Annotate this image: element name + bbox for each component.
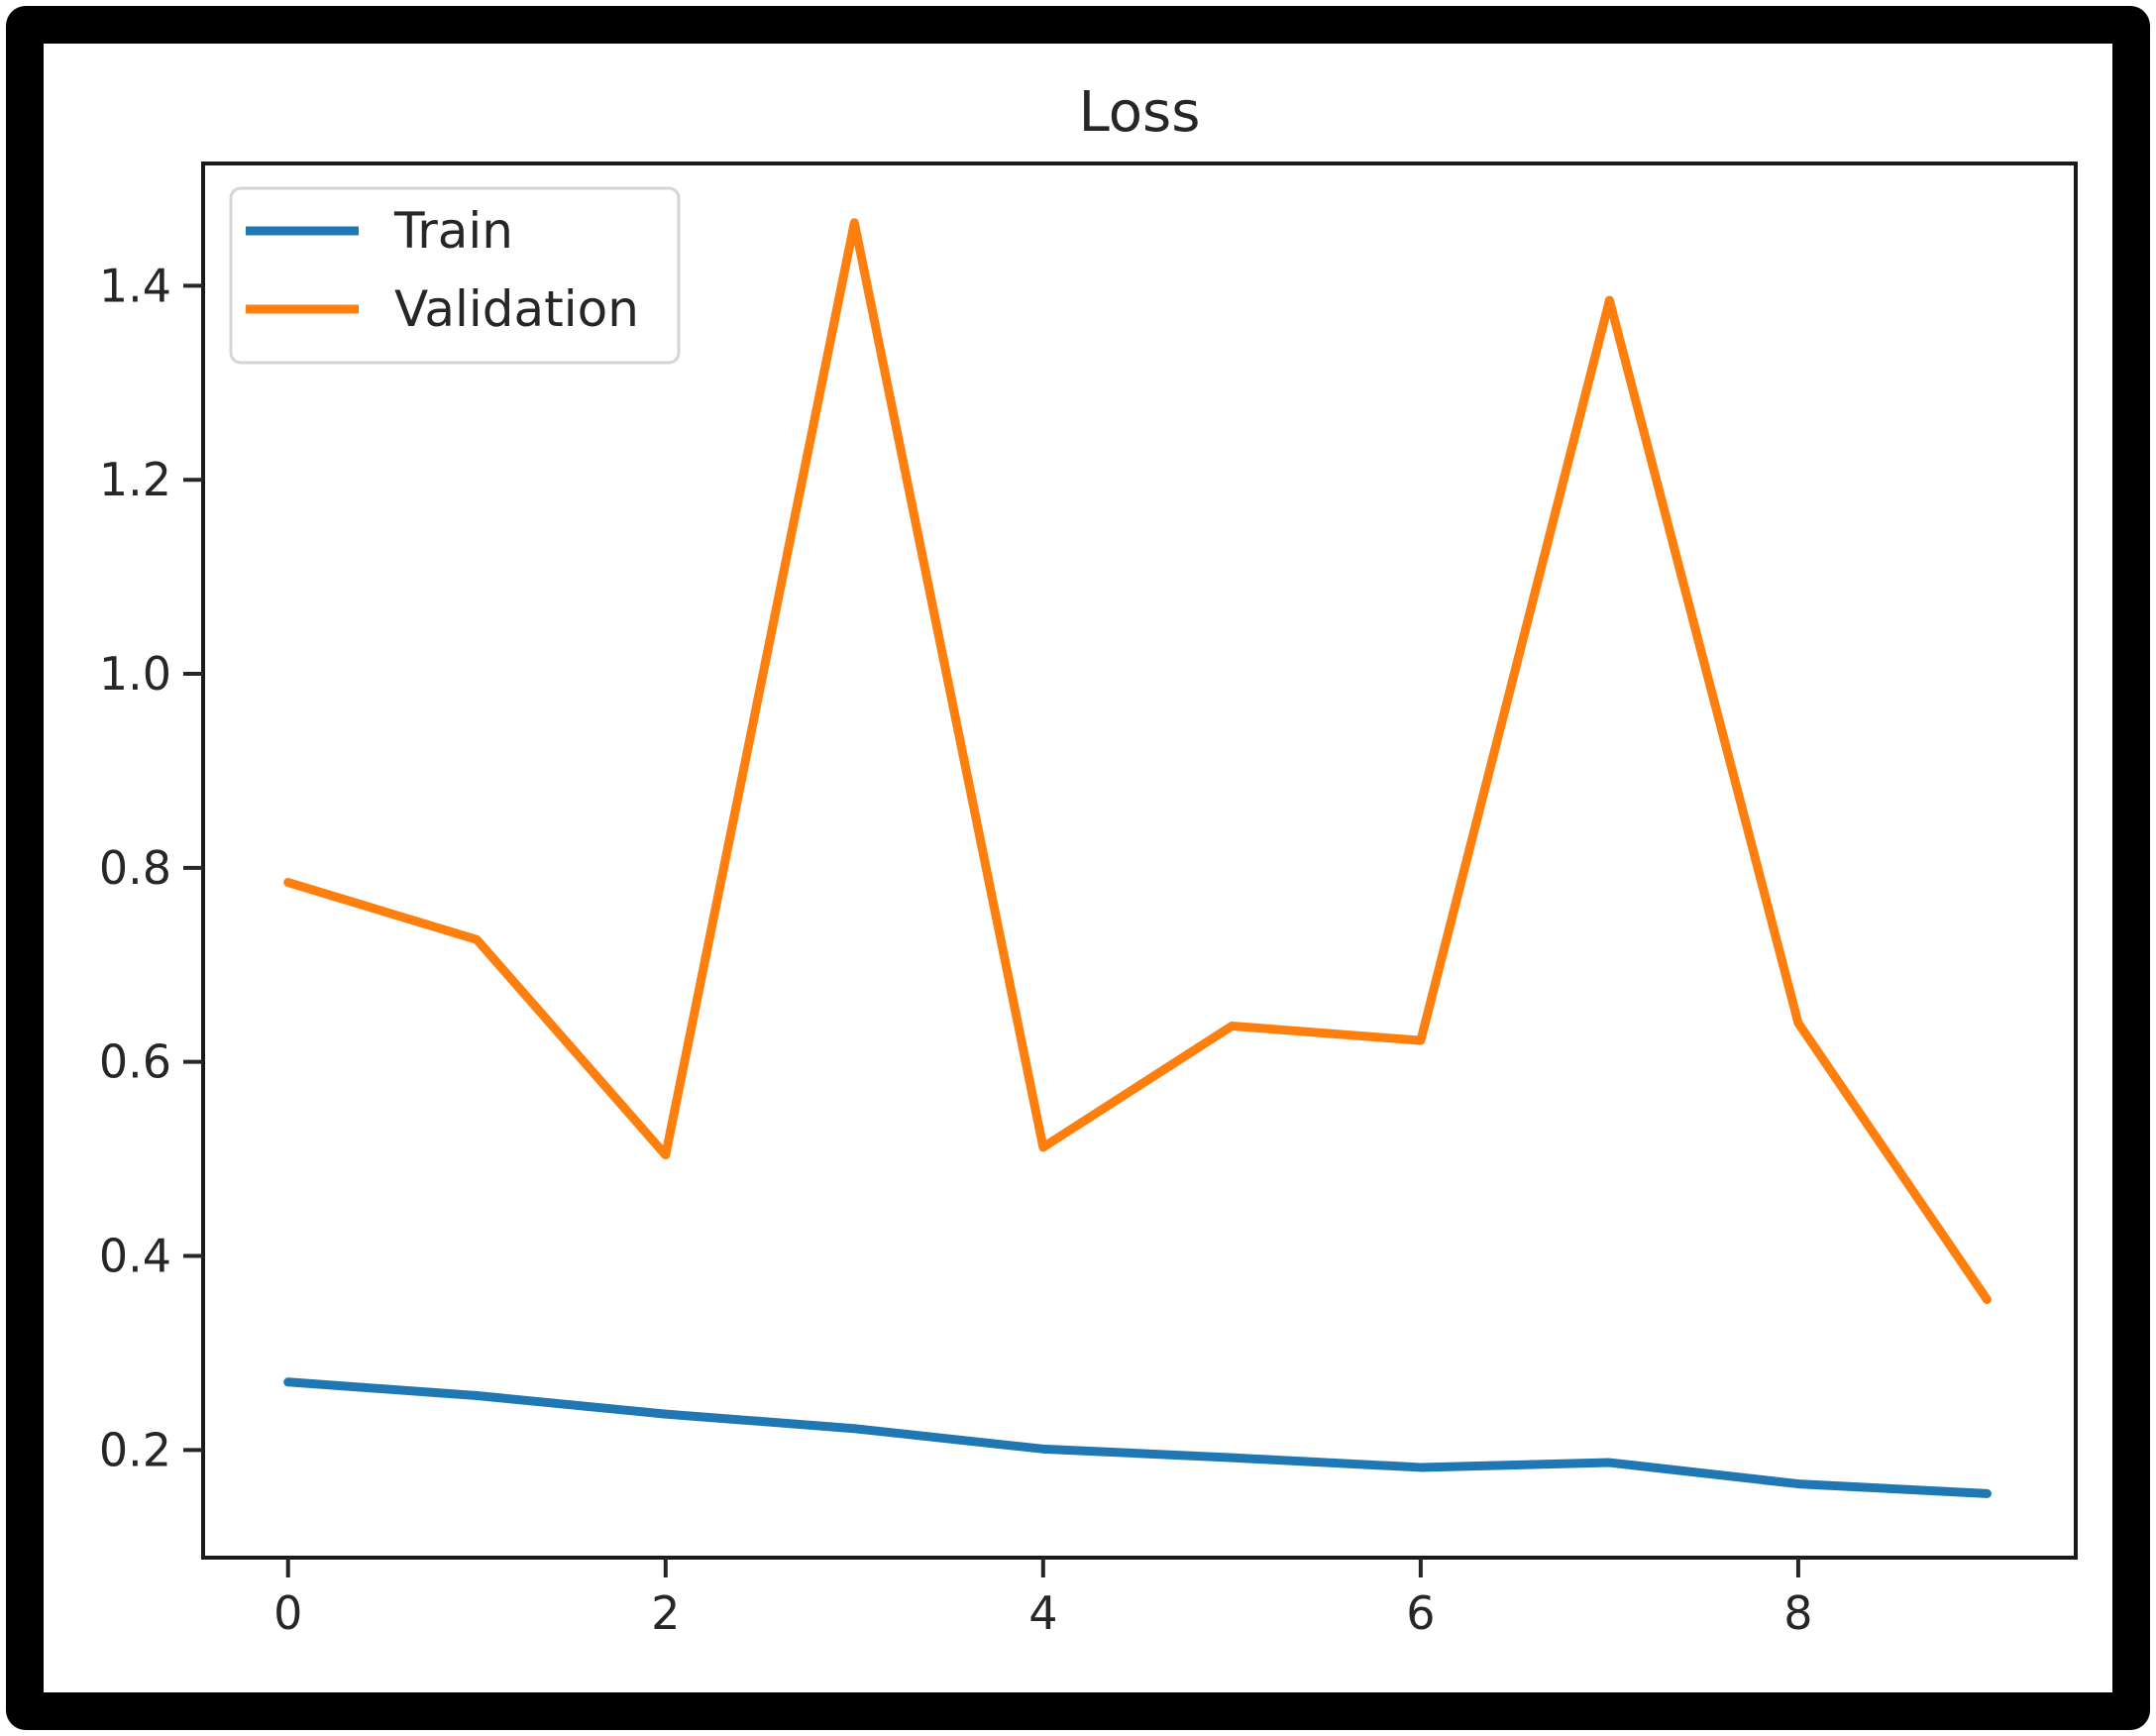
x-tick-label: 4 <box>1028 1586 1057 1640</box>
x-tick-label: 8 <box>1783 1586 1812 1640</box>
train-line <box>283 1377 1992 1498</box>
y-axis: 0.2 0.4 0.6 0.8 1.0 1.2 1.4 <box>99 259 203 1476</box>
legend-label: Train <box>393 202 513 260</box>
y-tick-label: 0.6 <box>99 1035 171 1089</box>
x-tick-label: 6 <box>1406 1586 1435 1640</box>
legend-label: Validation <box>394 280 639 338</box>
chart-title: Loss <box>1079 80 1201 145</box>
plot-border <box>201 162 2078 1560</box>
screenshot-black-frame <box>6 6 2150 1730</box>
x-axis: 0 2 4 6 8 <box>273 1558 1813 1640</box>
y-tick-label: 1.0 <box>99 647 171 701</box>
y-tick-label: 0.4 <box>99 1229 171 1282</box>
legend-item-validation: Validation <box>246 280 639 338</box>
y-tick-label: 0.2 <box>99 1423 171 1476</box>
x-tick-label: 2 <box>651 1586 680 1640</box>
y-tick-label: 1.4 <box>99 259 171 312</box>
legend-item-train: Train <box>246 202 513 260</box>
legend: Train Validation <box>229 186 681 365</box>
validation-line <box>283 218 1992 1305</box>
x-tick-label: 0 <box>273 1586 302 1640</box>
plot-area <box>201 162 2078 1560</box>
y-tick-label: 1.2 <box>99 453 171 506</box>
y-tick-label: 0.8 <box>99 841 171 895</box>
series-lines <box>283 218 1992 1498</box>
